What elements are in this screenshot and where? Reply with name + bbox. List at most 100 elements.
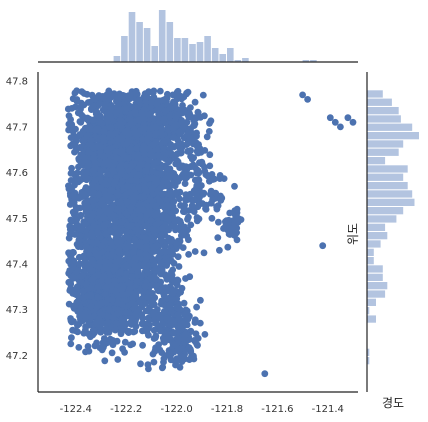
scatter-point bbox=[139, 135, 147, 143]
scatter-point bbox=[158, 297, 166, 305]
scatter-point bbox=[101, 357, 109, 365]
scatter-point bbox=[142, 300, 150, 307]
scatter-point bbox=[77, 225, 85, 233]
scatter-points bbox=[64, 87, 357, 378]
scatter-point bbox=[144, 175, 152, 183]
scatter-point bbox=[261, 370, 269, 378]
x-axis-label: 경도 bbox=[382, 396, 404, 410]
scatter-point bbox=[186, 135, 194, 143]
scatter-point bbox=[151, 273, 158, 280]
scatter-point bbox=[75, 344, 83, 351]
scatter-point bbox=[150, 358, 158, 366]
scatter-point bbox=[214, 234, 222, 242]
scatter-point bbox=[178, 232, 185, 240]
histogram-bar bbox=[211, 48, 219, 62]
scatter-point bbox=[96, 207, 104, 215]
histogram-bar bbox=[367, 223, 386, 231]
scatter-point bbox=[204, 172, 212, 179]
scatter-point bbox=[174, 253, 182, 261]
scatter-point bbox=[190, 196, 198, 204]
scatter-point bbox=[203, 133, 211, 141]
scatter-point bbox=[168, 181, 176, 189]
scatter-point bbox=[76, 144, 84, 151]
scatter-point bbox=[111, 178, 119, 186]
scatter-point bbox=[135, 96, 143, 104]
scatter-point bbox=[170, 134, 178, 141]
scatter-point bbox=[177, 146, 185, 153]
scatter-point bbox=[80, 90, 88, 97]
scatter-point bbox=[192, 115, 200, 122]
scatter-point bbox=[73, 97, 81, 105]
scatter-point bbox=[113, 337, 121, 345]
scatter-point bbox=[83, 261, 90, 269]
scatter-point bbox=[121, 234, 128, 242]
scatter-point bbox=[167, 150, 175, 157]
scatter-point bbox=[150, 326, 158, 334]
scatter-point bbox=[176, 164, 184, 172]
scatter-point bbox=[132, 254, 140, 262]
scatter-point bbox=[151, 301, 158, 308]
scatter-point bbox=[69, 326, 76, 334]
histogram-bar bbox=[151, 46, 158, 62]
scatter-point bbox=[111, 277, 118, 285]
scatter-point bbox=[75, 155, 83, 163]
scatter-point bbox=[132, 289, 140, 297]
scatter-point bbox=[101, 221, 109, 229]
scatter-point bbox=[122, 262, 130, 269]
scatter-point bbox=[107, 186, 114, 194]
scatter-point bbox=[97, 200, 105, 207]
scatter-point bbox=[190, 208, 198, 216]
scatter-point bbox=[131, 237, 139, 244]
histogram-bar bbox=[367, 90, 383, 98]
scatter-point bbox=[158, 125, 166, 133]
scatter-point bbox=[76, 260, 83, 268]
scatter-point bbox=[150, 226, 158, 234]
scatter-point bbox=[123, 228, 131, 236]
x-tick-label: -121.8 bbox=[211, 404, 243, 415]
scatter-point bbox=[159, 224, 167, 232]
scatter-point bbox=[199, 200, 206, 207]
scatter-point bbox=[226, 209, 234, 217]
scatter-point bbox=[114, 239, 121, 247]
scatter-point bbox=[115, 191, 122, 199]
scatter-point bbox=[171, 173, 179, 180]
histogram-bar bbox=[367, 298, 376, 306]
scatter-point bbox=[180, 205, 188, 213]
scatter-point bbox=[344, 114, 352, 122]
scatter-point bbox=[142, 256, 150, 264]
scatter-point bbox=[153, 242, 161, 249]
scatter-point bbox=[143, 325, 151, 333]
scatter-point bbox=[142, 222, 150, 229]
scatter-point bbox=[90, 154, 98, 162]
scatter-point bbox=[76, 131, 84, 138]
scatter-point bbox=[199, 91, 207, 99]
histogram-bar bbox=[367, 132, 419, 140]
scatter-point bbox=[116, 268, 124, 276]
scatter-point bbox=[162, 107, 169, 115]
scatter-point bbox=[87, 303, 95, 310]
scatter-point bbox=[153, 100, 161, 108]
scatter-point bbox=[75, 236, 83, 244]
scatter-point bbox=[153, 106, 161, 114]
scatter-point bbox=[183, 118, 191, 126]
scatter-point bbox=[160, 115, 168, 123]
scatter-point bbox=[98, 299, 106, 307]
histogram-bar bbox=[166, 22, 174, 62]
scatter-point bbox=[124, 327, 131, 335]
histogram-bar bbox=[367, 257, 374, 265]
scatter-point bbox=[67, 340, 75, 348]
scatter-point bbox=[179, 124, 187, 132]
scatter-point bbox=[68, 105, 76, 112]
scatter-point bbox=[145, 331, 152, 339]
scatter-point bbox=[138, 272, 146, 279]
scatter-point bbox=[113, 148, 120, 156]
scatter-point bbox=[139, 206, 147, 214]
scatter-point bbox=[193, 303, 201, 311]
scatter-point bbox=[70, 192, 77, 199]
scatter-point bbox=[191, 316, 199, 324]
scatter-point bbox=[129, 299, 137, 307]
histogram-bar bbox=[367, 248, 374, 256]
scatter-point bbox=[144, 294, 152, 301]
scatter-point bbox=[73, 87, 81, 95]
scatter-point bbox=[77, 273, 85, 280]
